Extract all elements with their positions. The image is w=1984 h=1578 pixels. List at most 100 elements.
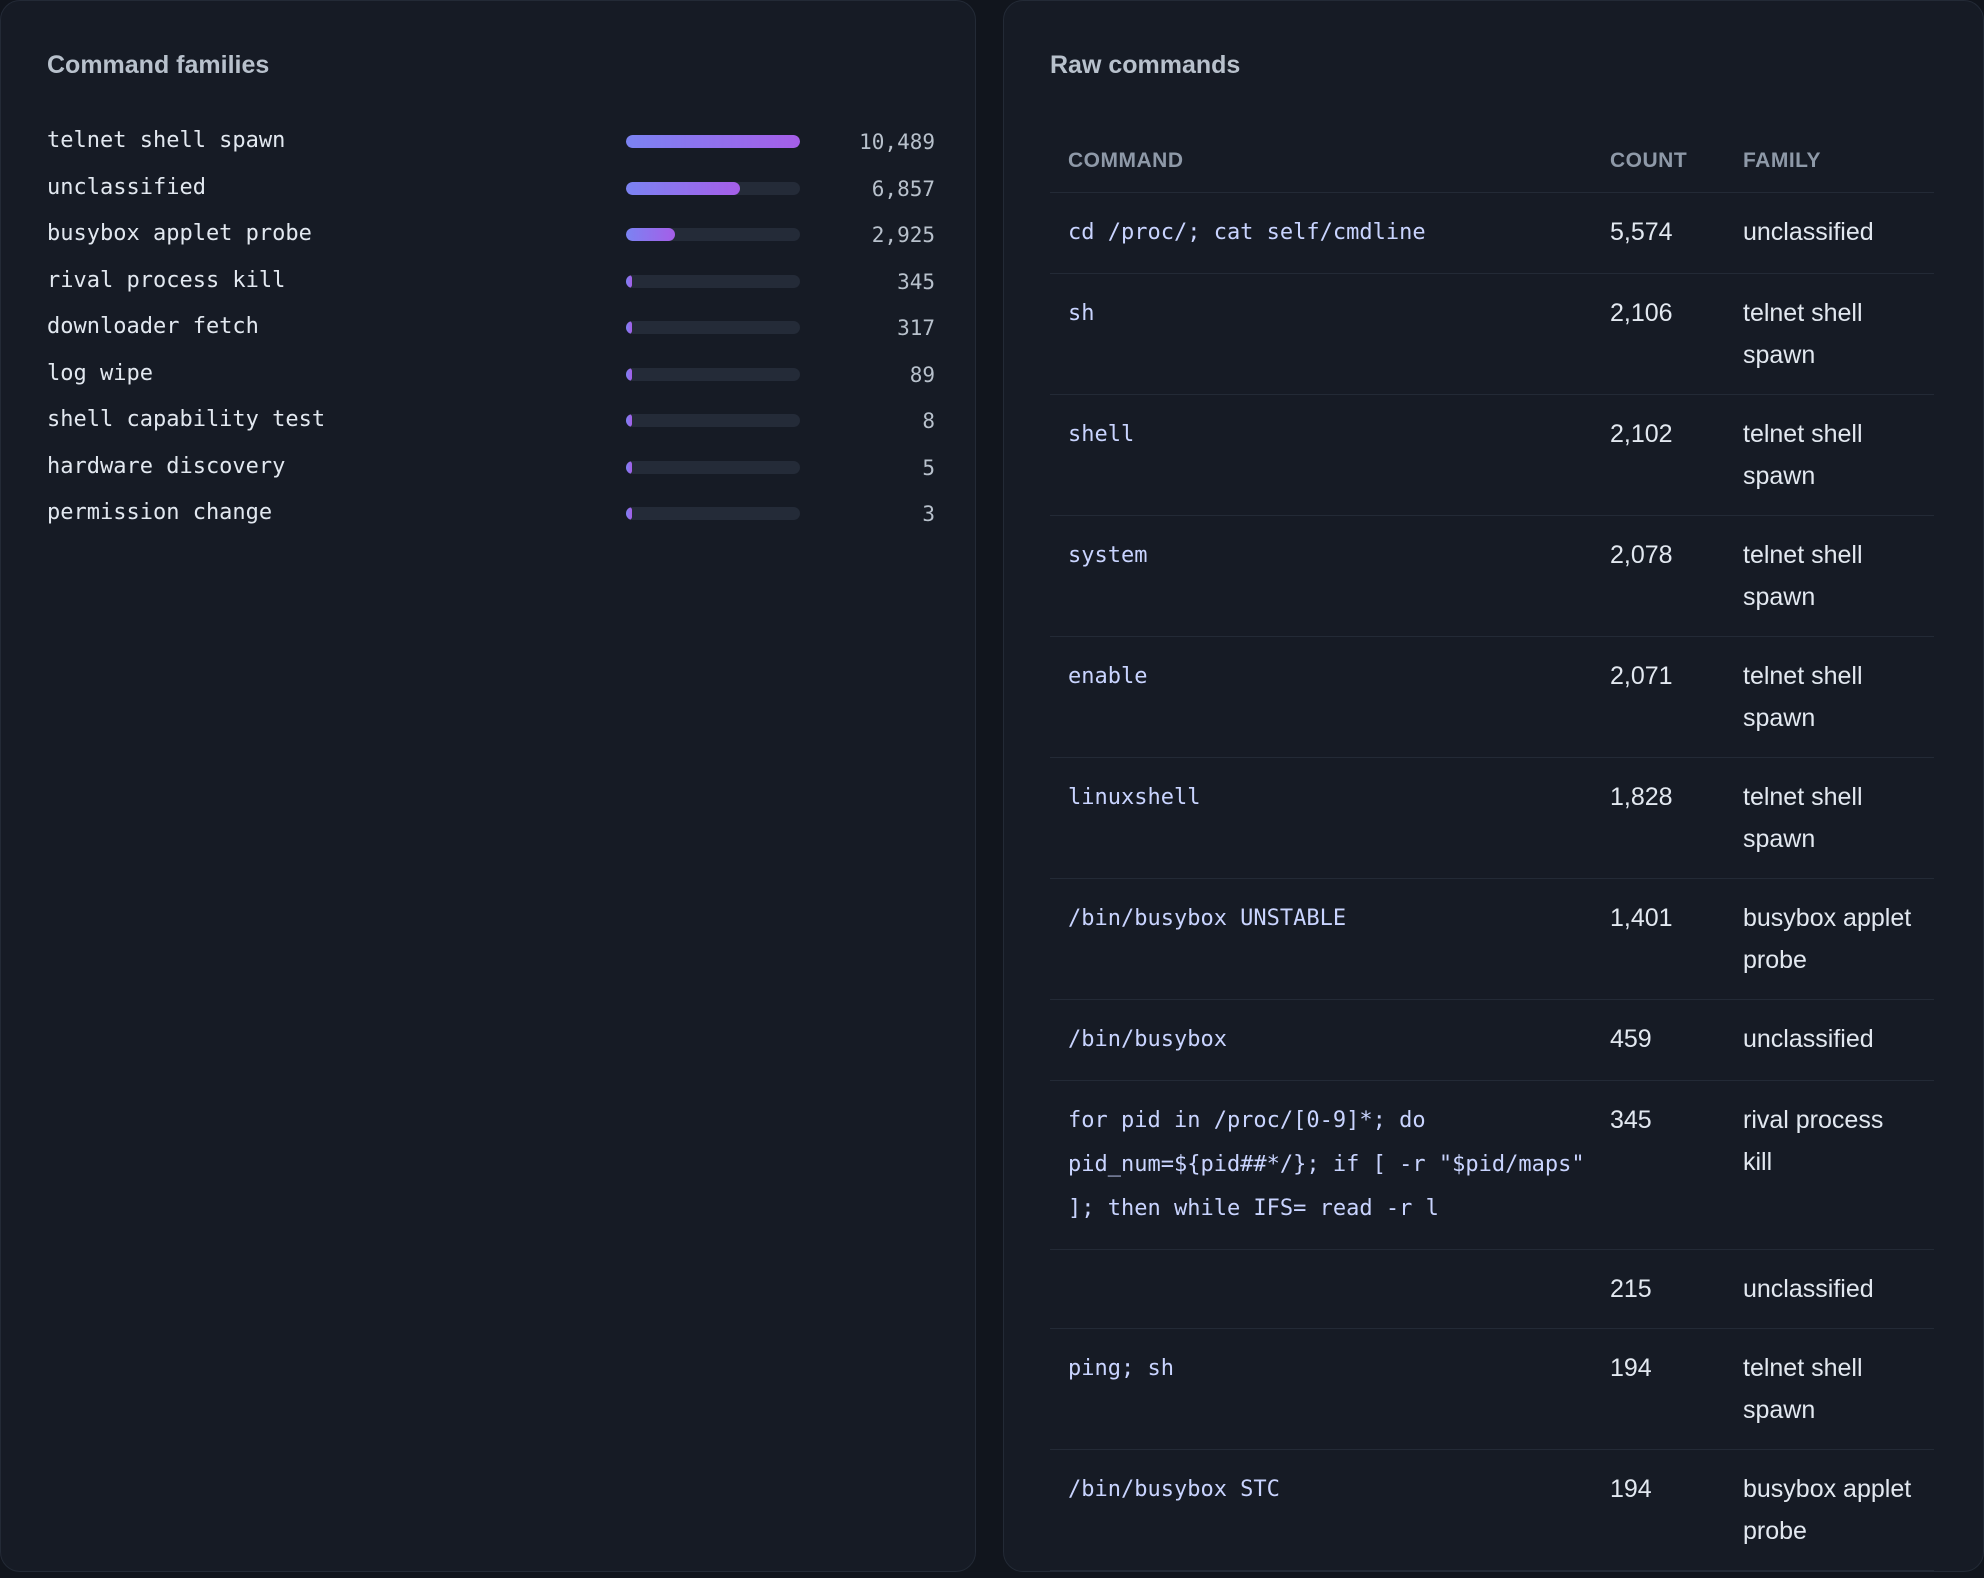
family-count: 2,925 (871, 223, 935, 247)
raw-commands-table: COMMAND COUNT FAMILY cd /proc/; cat self… (1050, 130, 1934, 1571)
family-bar-track (626, 507, 800, 520)
family-label: rival process kill (47, 267, 286, 293)
command-families-list: telnet shell spawn 10,489 unclassified 6,85… (47, 117, 935, 536)
table-row[interactable]: linuxshell 1,828 telnet shell spawn (1050, 757, 1934, 879)
command-cell: sh (1050, 273, 1610, 395)
family-bar-fill (626, 274, 632, 288)
command-cell: cd /proc/; cat self/cmdline (1050, 192, 1610, 274)
family-row: log wipe 89 (47, 350, 935, 397)
column-header-command[interactable]: COMMAND (1050, 130, 1610, 193)
command-families-panel: Command families telnet shell spawn 10,48… (0, 0, 976, 1572)
table-row[interactable]: /bin/busybox 459 unclassified (1050, 999, 1934, 1081)
family-row: permission change 3 (47, 489, 935, 536)
family-label: shell capability test (47, 407, 326, 432)
table-row[interactable]: system 2,078 telnet shell spawn (1050, 515, 1934, 637)
table-row[interactable]: for pid in /proc/[0-9]*; do pid_num=${pi… (1050, 1080, 1934, 1250)
table-row[interactable]: cd /proc/; cat self/cmdline 5,574 unclassi… (1050, 192, 1934, 274)
family-cell: unclassified (1725, 999, 1934, 1081)
command-cell: system (1050, 515, 1610, 637)
column-header-count[interactable]: COUNT (1610, 130, 1725, 193)
command-cell: /bin/busybox UNSTABLE (1050, 878, 1610, 1000)
raw-commands-body: cd /proc/; cat self/cmdline 5,574 unclassi… (1050, 192, 1934, 1571)
count-cell: 5,574 (1610, 192, 1725, 274)
family-label: downloader fetch (47, 314, 259, 339)
family-cell: telnet shell spawn (1725, 394, 1934, 516)
count-cell: 194 (1610, 1328, 1725, 1450)
count-cell: 2,106 (1610, 273, 1725, 395)
count-cell: 1,401 (1610, 878, 1725, 1000)
family-bar-track (626, 367, 800, 381)
family-cell: telnet shell spawn (1725, 757, 1934, 879)
count-cell: 194 (1610, 1449, 1725, 1571)
family-bar-fill (626, 135, 800, 148)
family-bar-track (626, 274, 800, 288)
table-header-row: COMMAND COUNT FAMILY (1050, 130, 1934, 193)
count-cell: 459 (1610, 999, 1725, 1081)
family-count: 3 (922, 502, 935, 526)
family-bar-track (626, 460, 800, 474)
command-cell: linuxshell (1050, 757, 1610, 879)
table-row[interactable]: sh 2,106 telnet shell spawn (1050, 273, 1934, 395)
command-cell: /bin/busybox (1050, 999, 1610, 1081)
table-row[interactable]: ping; sh 194 telnet shell spawn (1050, 1328, 1934, 1450)
table-row[interactable]: 215 unclassified (1050, 1249, 1934, 1329)
family-count: 89 (909, 362, 935, 387)
family-cell: telnet shell spawn (1725, 515, 1934, 637)
family-count: 6,857 (871, 176, 935, 201)
family-bar-fill (626, 181, 740, 195)
family-bar-track (626, 228, 800, 241)
family-label: log wipe (47, 360, 153, 386)
table-row[interactable]: /bin/busybox UNSTABLE 1,401 busybox applet… (1050, 878, 1934, 1000)
family-cell: busybox applet probe (1725, 1449, 1934, 1571)
family-bar-fill (626, 367, 632, 381)
family-bar-fill (626, 460, 632, 474)
family-count: 10,489 (859, 130, 935, 154)
command-cell (1050, 1249, 1610, 1329)
family-row: shell capability test 8 (47, 396, 935, 443)
family-cell: unclassified (1725, 1249, 1934, 1329)
raw-commands-title: Raw commands (1050, 51, 1241, 79)
family-label: hardware discovery (47, 453, 286, 479)
command-cell: for pid in /proc/[0-9]*; do pid_num=${pi… (1050, 1080, 1610, 1250)
family-cell: busybox applet probe (1725, 878, 1934, 1000)
column-header-family[interactable]: FAMILY (1725, 130, 1934, 193)
family-row: busybox applet probe 2,925 (47, 210, 935, 257)
family-label: unclassified (47, 174, 206, 200)
table-row[interactable]: enable 2,071 telnet shell spawn (1050, 636, 1934, 758)
family-row: unclassified 6,857 (47, 164, 935, 211)
count-cell: 2,078 (1610, 515, 1725, 637)
family-label: permission change (47, 500, 273, 525)
count-cell: 1,828 (1610, 757, 1725, 879)
family-bar-fill (626, 507, 632, 520)
family-row: downloader fetch 317 (47, 303, 935, 350)
family-bar-fill (626, 228, 675, 241)
family-bar-track (626, 414, 800, 427)
family-count: 8 (922, 409, 935, 433)
command-cell: ping; sh (1050, 1328, 1610, 1450)
command-cell: shell (1050, 394, 1610, 516)
family-count: 345 (897, 269, 935, 294)
count-cell: 215 (1610, 1249, 1725, 1329)
family-label: busybox applet probe (47, 221, 312, 246)
family-bar-track (626, 321, 800, 334)
family-bar-fill (626, 414, 632, 427)
family-cell: unclassified (1725, 192, 1934, 274)
family-cell: rival process kill (1725, 1080, 1934, 1250)
family-cell: telnet shell spawn (1725, 273, 1934, 395)
family-cell: telnet shell spawn (1725, 1328, 1934, 1450)
table-row[interactable]: /bin/busybox STC 194 busybox applet probe (1050, 1449, 1934, 1571)
family-row: hardware discovery 5 (47, 443, 935, 490)
family-bar-fill (626, 321, 632, 334)
command-cell: /bin/busybox STC (1050, 1449, 1610, 1571)
family-bar-track (626, 181, 800, 195)
family-count: 317 (897, 316, 935, 340)
family-row: rival process kill 345 (47, 257, 935, 304)
count-cell: 2,102 (1610, 394, 1725, 516)
command-cell: enable (1050, 636, 1610, 758)
family-bar-track (626, 135, 800, 148)
table-row[interactable]: shell 2,102 telnet shell spawn (1050, 394, 1934, 516)
command-families-title: Command families (47, 51, 270, 79)
count-cell: 2,071 (1610, 636, 1725, 758)
family-cell: telnet shell spawn (1725, 636, 1934, 758)
count-cell: 345 (1610, 1080, 1725, 1250)
